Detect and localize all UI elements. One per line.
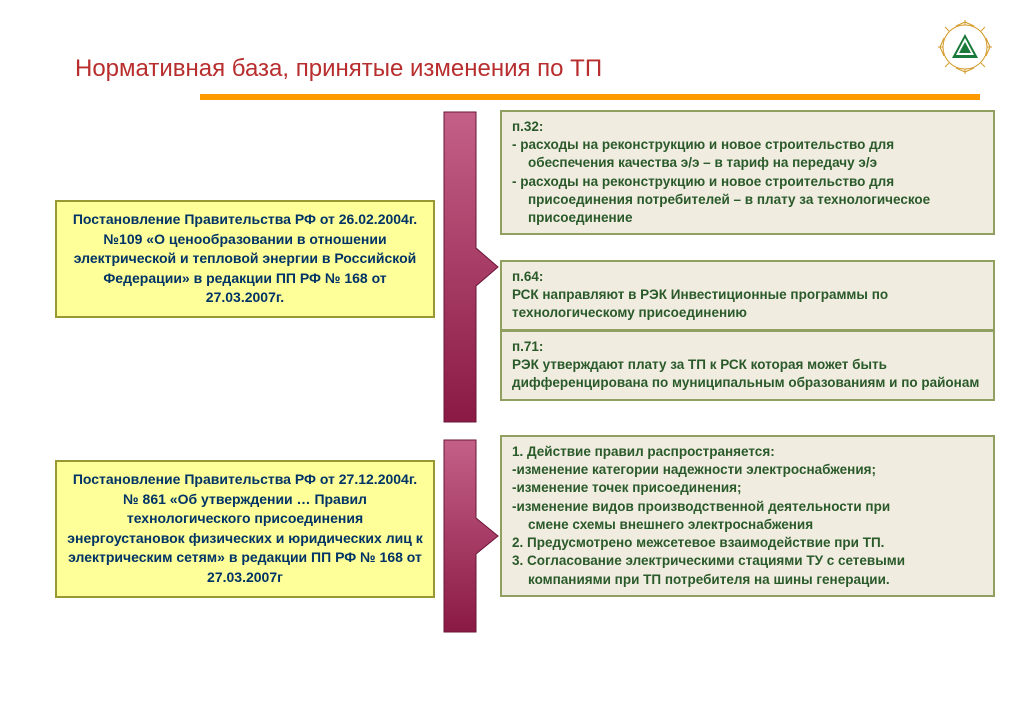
title-underline xyxy=(200,94,980,100)
page-title: Нормативная база, принятые изменения по … xyxy=(75,55,602,83)
text-line: 2. Предусмотрено межсетевое взаимодейств… xyxy=(512,534,983,552)
text-line: обеспечения качества э/э – в тариф на пе… xyxy=(512,154,983,172)
text-line: присоединения потребителей – в плату за … xyxy=(512,191,983,209)
text-line: п.32: xyxy=(512,118,983,136)
text-line: присоединение xyxy=(512,209,983,227)
text-line: РЭК утверждают плату за ТП к РСК которая… xyxy=(512,356,983,392)
text-line: -изменение точек присоединения; xyxy=(512,479,983,497)
arrow-b xyxy=(440,436,502,636)
text-line: компаниями при ТП потребителя на шины ге… xyxy=(512,571,983,589)
text-line: - расходы на реконструкцию и новое строи… xyxy=(512,136,983,154)
detail-box-4: 1. Действие правил распространяется: -из… xyxy=(500,435,995,597)
text-line: смене схемы внешнего электроснабжения xyxy=(512,516,983,534)
logo xyxy=(938,20,993,75)
text-line: 3. Согласование электрическими стациями … xyxy=(512,552,983,570)
text-line: п.64: xyxy=(512,268,983,286)
text-line: п.71: xyxy=(512,338,983,356)
arrow-a xyxy=(440,108,502,426)
detail-box-2: п.64: РСК направляют в РЭК Инвестиционны… xyxy=(500,260,995,331)
source-box-b: Постановление Правительства РФ от 27.12.… xyxy=(55,460,435,598)
text-line: 1. Действие правил распространяется: xyxy=(512,443,983,461)
text-line: РСК направляют в РЭК Инвестиционные прог… xyxy=(512,286,983,322)
text-line: -изменение категории надежности электрос… xyxy=(512,461,983,479)
detail-box-1: п.32: - расходы на реконструкцию и новое… xyxy=(500,110,995,235)
text-line: -изменение видов производственной деятел… xyxy=(512,498,983,516)
source-box-a: Постановление Правительства РФ от 26.02.… xyxy=(55,200,435,318)
text-line: - расходы на реконструкцию и новое строи… xyxy=(512,173,983,191)
detail-box-3: п.71: РЭК утверждают плату за ТП к РСК к… xyxy=(500,330,995,401)
